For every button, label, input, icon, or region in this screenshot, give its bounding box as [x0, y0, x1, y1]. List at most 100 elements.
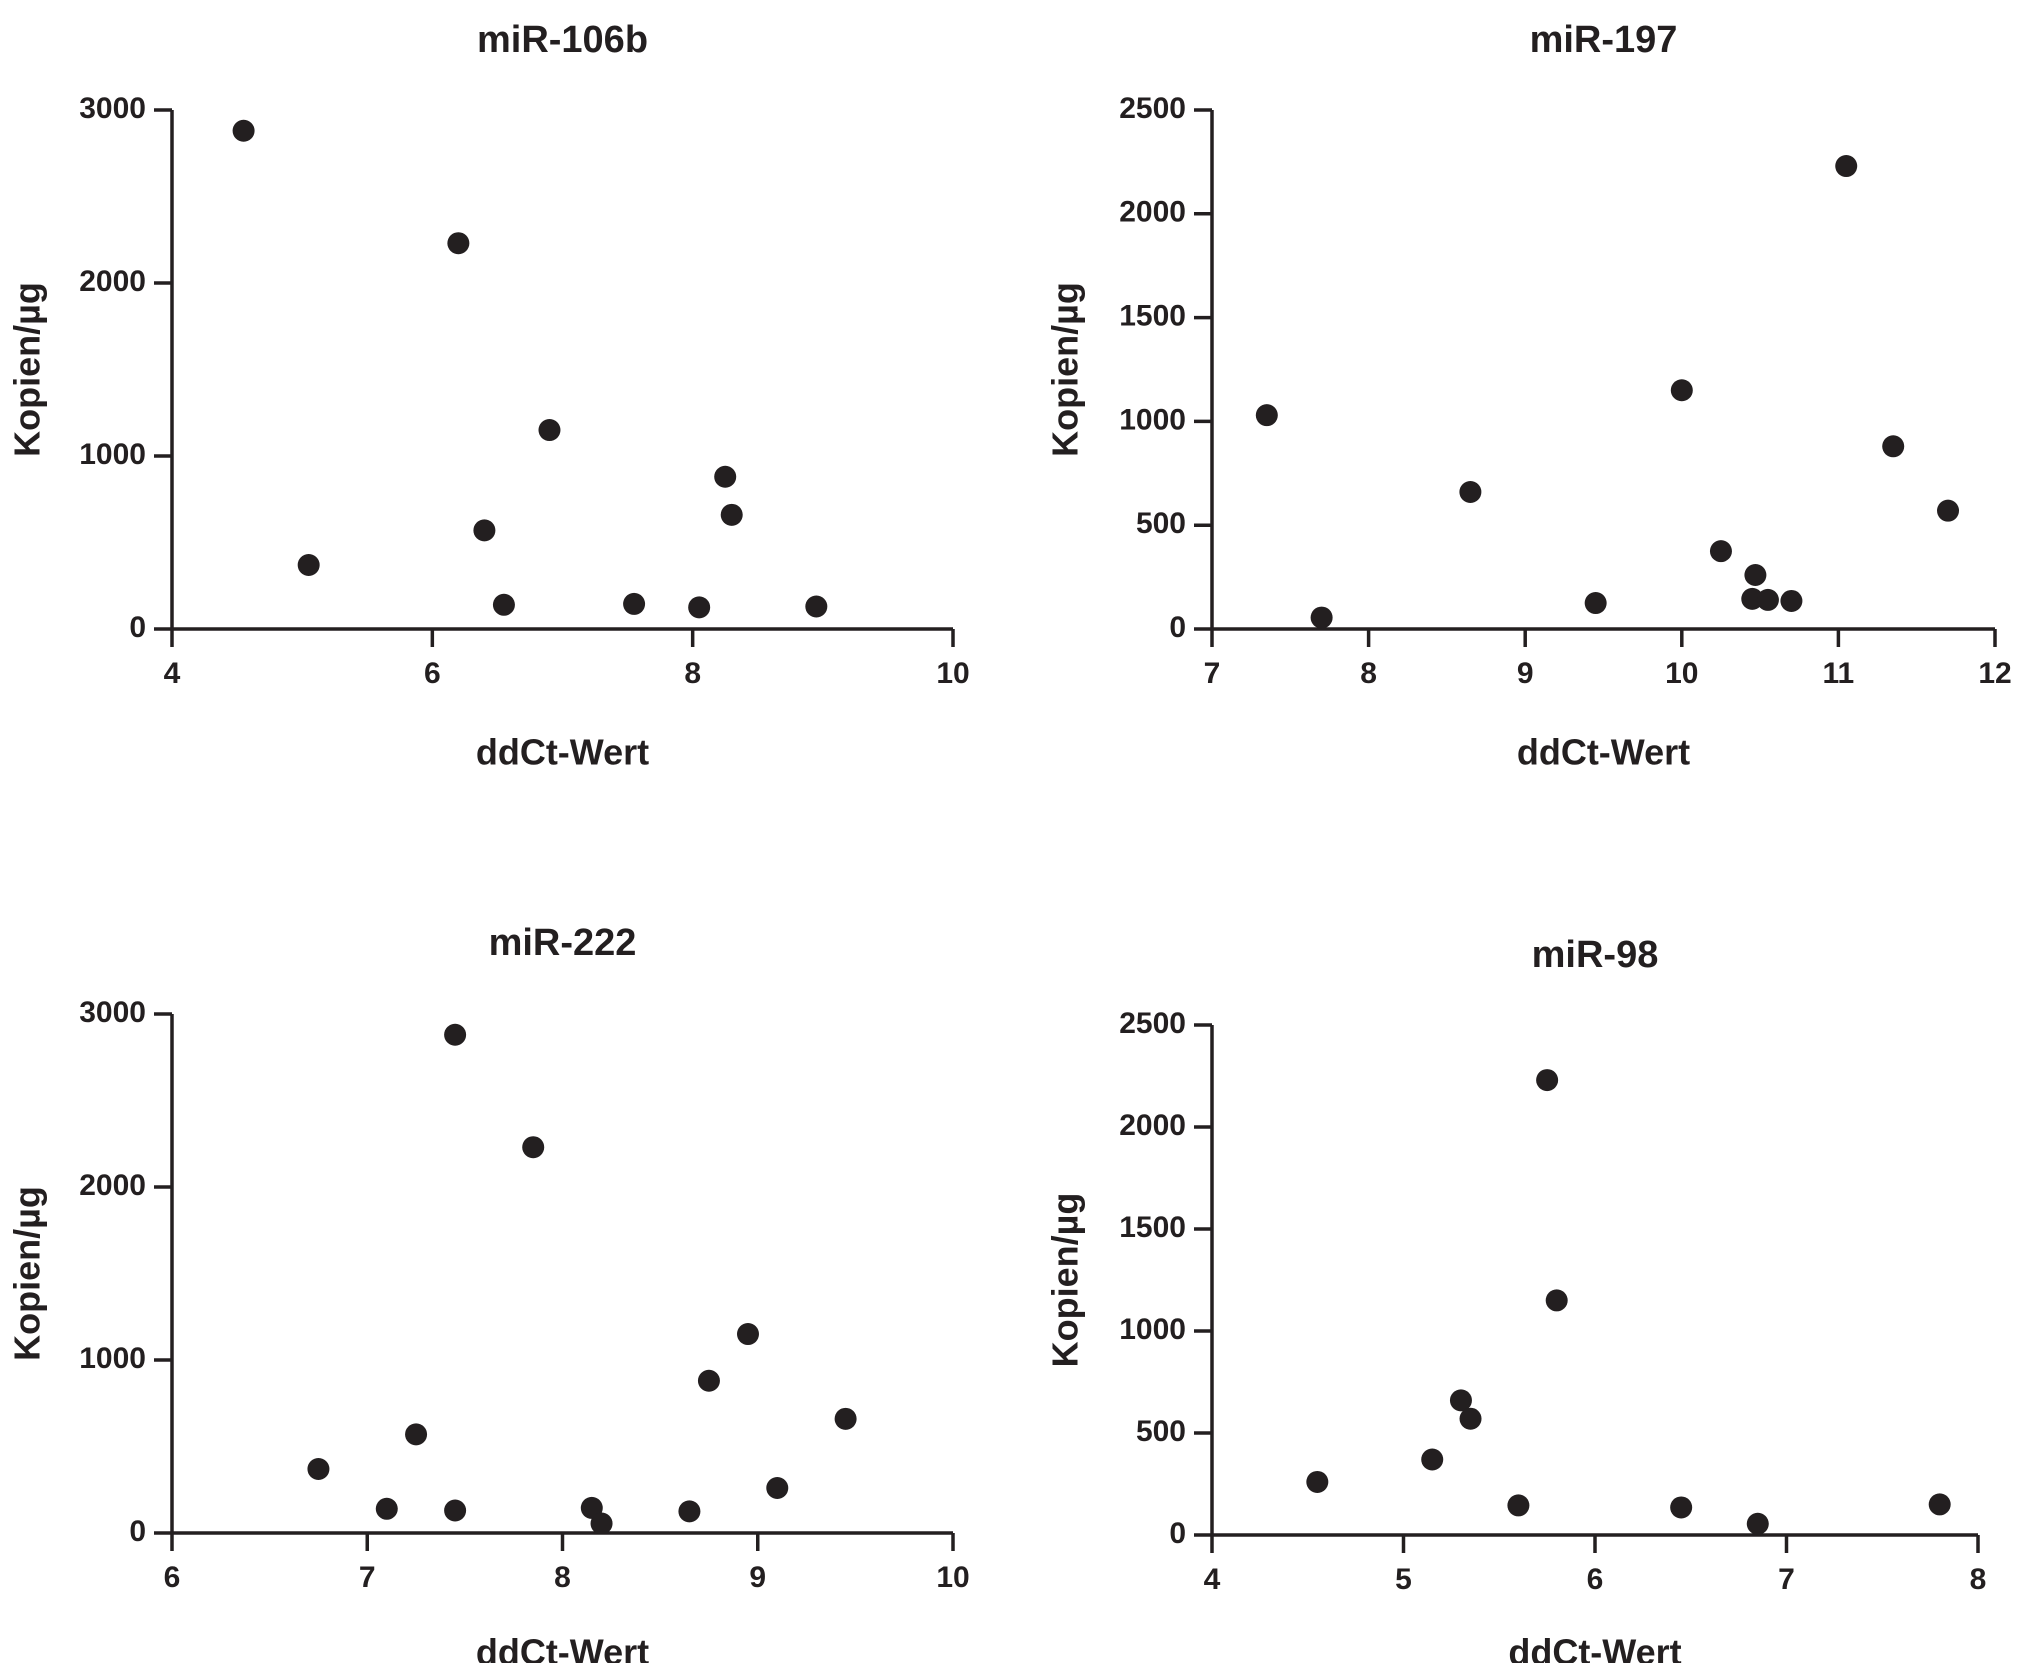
y-tick-label: 1000 [79, 438, 146, 471]
data-point [720, 503, 743, 526]
x-tick-label: 8 [1970, 1563, 1987, 1596]
data-point [1709, 540, 1732, 563]
data-point [766, 1477, 789, 1500]
y-tick-label: 2000 [1119, 196, 1186, 229]
chart-title: miR-98 [1532, 934, 1659, 976]
data-point [714, 465, 737, 488]
data-point [1306, 1470, 1329, 1493]
x-axis-label: ddCt-Wert [1508, 1632, 1681, 1663]
data-point [1937, 499, 1960, 522]
data-point [1835, 155, 1858, 178]
data-point [590, 1512, 613, 1535]
data-point [473, 519, 496, 542]
data-point [405, 1423, 428, 1446]
x-axis-label: ddCt-Wert [1517, 732, 1690, 773]
data-point [1421, 1448, 1444, 1471]
y-axis-label: Kopien/µg [1045, 1193, 1086, 1368]
y-tick-label: 1500 [1119, 1211, 1186, 1244]
x-tick-label: 11 [1823, 657, 1855, 690]
y-tick-label: 2000 [79, 1169, 146, 1202]
chart-panel-2: miR-197 0 500 1000 1500 2000 2500 7 8 9 10 11 12 ddCt… [1045, 19, 2012, 772]
x-tick-label: 7 [359, 1561, 376, 1594]
data-point [1449, 1389, 1472, 1412]
data-point [538, 419, 561, 442]
data-point [297, 553, 320, 576]
data-point [1459, 1407, 1482, 1430]
data-point [375, 1497, 398, 1520]
y-tick-label: 1000 [1119, 1313, 1186, 1346]
chart-title: miR-106b [477, 19, 648, 61]
x-tick-label: 7 [1204, 657, 1221, 690]
data-point [232, 119, 255, 142]
data-point [678, 1500, 701, 1523]
x-tick-label: 6 [1587, 1563, 1604, 1596]
data-point [697, 1369, 720, 1392]
data-point [1310, 606, 1333, 629]
data-point [834, 1407, 857, 1430]
x-axis-label: ddCt-Wert [476, 732, 649, 773]
y-tick-label: 0 [129, 611, 146, 644]
y-tick-label: 2500 [1119, 92, 1186, 125]
y-tick-label: 3000 [79, 996, 146, 1029]
y-axis-label: Kopien/µg [7, 1186, 48, 1361]
x-tick-label: 6 [424, 657, 441, 690]
x-tick-label: 10 [936, 1561, 969, 1594]
chart-title: miR-197 [1530, 19, 1678, 61]
data-point [1780, 589, 1803, 612]
x-tick-label: 4 [164, 657, 181, 690]
y-tick-label: 0 [1169, 1517, 1186, 1550]
y-tick-label: 500 [1136, 507, 1186, 540]
x-tick-label: 8 [684, 657, 701, 690]
data-point [1670, 379, 1693, 402]
chart-panel-4: miR-98 0 500 1000 1500 2000 2500 4 5 6 7 8 ddCt-Wert… [1045, 934, 1987, 1668]
x-tick-label: 8 [1360, 657, 1377, 690]
data-point [1459, 480, 1482, 503]
x-tick-label: 12 [1978, 657, 2011, 690]
data-point [1255, 404, 1278, 427]
x-tick-label: 7 [1778, 1563, 1795, 1596]
x-tick-label: 10 [1665, 657, 1698, 690]
y-axis-label: Kopien/µg [1045, 282, 1086, 457]
data-point [1741, 587, 1764, 610]
data-point [1507, 1494, 1530, 1517]
data-point [688, 596, 711, 619]
y-tick-label: 2000 [1119, 1109, 1186, 1142]
data-point [736, 1323, 759, 1346]
y-tick-label: 2000 [79, 265, 146, 298]
y-tick-label: 500 [1136, 1415, 1186, 1448]
data-point [1746, 1512, 1769, 1535]
x-tick-label: 4 [1204, 1563, 1221, 1596]
data-point [805, 595, 828, 618]
y-tick-label: 1000 [79, 1342, 146, 1375]
data-point [1756, 588, 1779, 611]
chart-title: miR-222 [489, 922, 637, 964]
x-tick-label: 6 [164, 1561, 181, 1594]
data-point [1744, 564, 1767, 587]
data-point [1584, 592, 1607, 615]
x-tick-label: 10 [936, 657, 969, 690]
x-tick-label: 8 [554, 1561, 571, 1594]
data-point [623, 592, 646, 615]
y-tick-label: 2500 [1119, 1007, 1186, 1040]
data-point [444, 1499, 467, 1522]
y-tick-label: 1500 [1119, 300, 1186, 333]
data-point [307, 1457, 330, 1480]
x-tick-label: 9 [749, 1561, 766, 1594]
x-axis-label: ddCt-Wert [476, 1632, 649, 1663]
data-point [447, 232, 470, 255]
data-point [1536, 1069, 1559, 1092]
y-tick-label: 3000 [79, 92, 146, 125]
data-point [1670, 1496, 1693, 1519]
y-tick-label: 0 [129, 1515, 146, 1548]
data-point [492, 593, 515, 616]
data-point [444, 1023, 467, 1046]
data-point [522, 1136, 545, 1159]
x-tick-label: 5 [1395, 1563, 1412, 1596]
y-tick-label: 1000 [1119, 403, 1186, 436]
y-axis-label: Kopien/µg [7, 282, 48, 457]
chart-panel-1: miR-106b 0 1000 2000 3000 4 6 8 10 ddCt-Wert Kopie… [7, 19, 970, 772]
y-tick-label: 0 [1169, 611, 1186, 644]
x-tick-label: 9 [1517, 657, 1534, 690]
